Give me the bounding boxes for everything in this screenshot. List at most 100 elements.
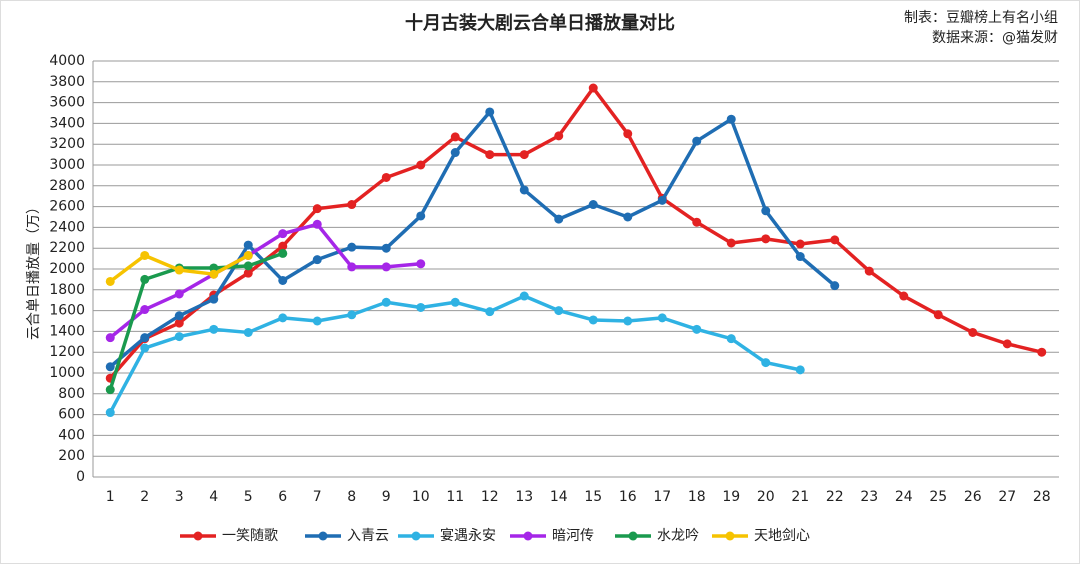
data-point [243,268,253,278]
y-tick-label: 1800 [49,282,85,298]
data-point [657,195,667,205]
data-point [416,259,426,269]
data-point [623,316,633,326]
x-tick-label: 4 [209,489,218,505]
legend-label: 一笑随歌 [222,528,278,544]
y-tick-label: 3600 [49,95,85,111]
y-tick-label: 3000 [49,157,85,173]
x-tick-label: 3 [175,489,184,505]
x-tick-label: 17 [653,489,671,505]
y-tick-label: 2600 [49,199,85,215]
x-tick-label: 28 [1033,489,1051,505]
y-tick-label: 4000 [49,53,85,69]
data-point [209,269,219,279]
data-point [519,185,529,195]
chart-title: 十月古装大剧云合单日播放量对比 [405,12,675,34]
y-tick-label: 800 [58,386,85,402]
y-tick-label: 1200 [49,344,85,360]
y-tick-label: 2400 [49,219,85,235]
data-point [278,241,288,251]
data-point [830,235,840,245]
data-point [864,266,874,276]
data-point [761,234,771,244]
data-point [347,262,357,272]
data-point [968,327,978,337]
x-tick-label: 18 [688,489,706,505]
series-line [108,251,284,391]
data-point [416,211,426,221]
data-point [726,334,736,344]
x-tick-label: 8 [347,489,356,505]
data-point [657,313,667,323]
x-tick-label: 13 [515,489,533,505]
data-point [105,408,115,418]
y-tick-label: 1600 [49,303,85,319]
data-point [209,263,219,273]
data-point [174,318,184,328]
data-point [140,250,150,260]
data-point [416,160,426,170]
data-point [519,291,529,301]
data-point [1002,339,1012,349]
y-tick-label: 3200 [49,136,85,152]
data-point [174,289,184,299]
data-point [726,238,736,248]
y-tick-label: 1000 [49,365,85,381]
data-point [933,310,943,320]
data-point [1037,347,1047,357]
x-tick-label: 7 [313,489,322,505]
data-point [381,262,391,272]
legend-marker [193,531,203,541]
data-point [347,310,357,320]
legend-marker [628,531,638,541]
data-point [485,107,495,117]
data-point [140,305,150,315]
data-point [795,365,805,375]
data-point [105,385,115,395]
data-point [243,327,253,337]
x-tick-label: 19 [722,489,740,505]
y-tick-label: 2000 [49,261,85,277]
data-point [105,276,115,286]
x-tick-label: 21 [791,489,809,505]
x-tick-label: 11 [446,489,464,505]
y-tick-label: 3800 [49,74,85,90]
data-point [140,333,150,343]
x-tick-label: 20 [757,489,775,505]
data-point [140,343,150,353]
x-tick-label: 26 [964,489,982,505]
data-point [588,315,598,325]
data-point [761,358,771,368]
legend-label: 暗河传 [552,528,594,544]
data-point [278,248,288,258]
data-point [381,243,391,253]
x-tick-label: 27 [998,489,1016,505]
data-point [692,217,702,227]
data-point [554,306,564,316]
y-tick-label: 400 [58,427,85,443]
x-tick-label: 10 [412,489,430,505]
y-tick-label: 200 [58,448,85,464]
data-point [312,316,322,326]
data-point [140,274,150,284]
annotation: 数据来源：@猫发财 [932,30,1058,46]
legend-label: 宴遇永安 [440,527,496,544]
data-point [174,332,184,342]
x-tick-label: 9 [382,489,391,505]
y-tick-label: 2200 [49,240,85,256]
data-point [174,311,184,321]
data-point [588,200,598,210]
x-tick-label: 15 [584,489,602,505]
data-point [795,239,805,249]
data-point [450,132,460,142]
data-point [243,261,253,271]
legend-marker [411,531,421,541]
x-tick-label: 16 [619,489,637,505]
data-point [105,333,115,343]
x-tick-label: 5 [244,489,253,505]
data-point [450,148,460,158]
y-tick-label: 0 [76,469,85,485]
